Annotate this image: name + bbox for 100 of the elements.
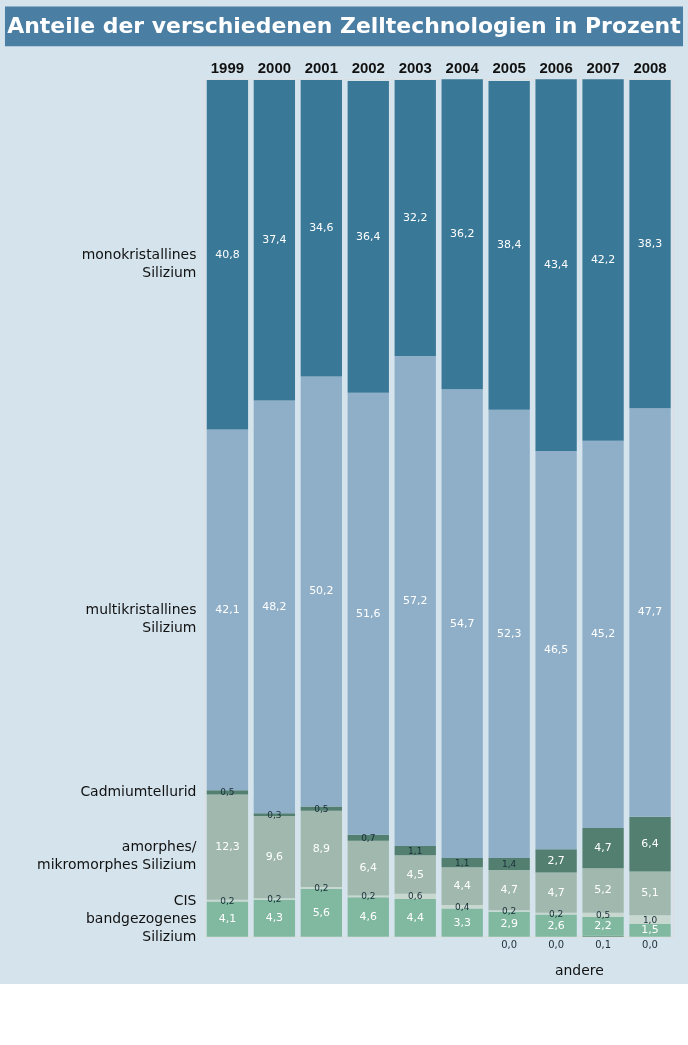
data-label: 43,4 xyxy=(543,258,569,272)
bar xyxy=(253,80,296,401)
data-label: 8,9 xyxy=(312,841,331,855)
data-label: 0,4 xyxy=(455,901,470,912)
data-label: 0,3 xyxy=(267,809,282,820)
data-label: 1,1 xyxy=(408,845,423,856)
data-label: 0,7 xyxy=(361,832,376,843)
data-label: 12,3 xyxy=(215,840,240,854)
data-label: 4,6 xyxy=(359,910,378,923)
data-label: 4,4 xyxy=(453,879,471,893)
data-label: 42,1 xyxy=(215,602,240,616)
data-label: 1,5 xyxy=(641,923,659,937)
x-tick-label: 2007 xyxy=(586,58,620,76)
series-label: amorphes/ mikromorphes Silizium xyxy=(37,838,197,873)
data-label: 0,0 xyxy=(642,938,658,950)
data-label: 5,1 xyxy=(641,886,659,900)
data-label: 1,1 xyxy=(455,857,470,868)
bar xyxy=(394,855,436,894)
x-tick-label: 2000 xyxy=(257,58,291,76)
data-label: 4,7 xyxy=(594,841,612,855)
bar xyxy=(629,923,671,937)
x-tick-label: 2002 xyxy=(351,58,385,76)
data-label: 0,0 xyxy=(548,938,565,950)
data-label: 52,3 xyxy=(496,626,522,640)
bar xyxy=(535,79,577,451)
data-label: 0,6 xyxy=(408,891,423,902)
x-tick-label: 2004 xyxy=(445,58,480,76)
bar xyxy=(206,80,249,430)
bar xyxy=(629,408,671,817)
bar xyxy=(394,80,436,356)
data-label: 4,1 xyxy=(218,912,237,926)
data-label: 0,2 xyxy=(548,908,564,919)
data-label: 38,3 xyxy=(637,237,663,251)
data-label: 1,4 xyxy=(502,858,517,869)
data-label: 42,2 xyxy=(590,252,616,266)
bar xyxy=(582,79,624,441)
data-label: 48,2 xyxy=(262,599,287,613)
series-label: andere xyxy=(554,961,604,978)
data-label: 36,2 xyxy=(450,227,475,241)
data-label: 51,6 xyxy=(356,606,381,620)
data-label: 6,4 xyxy=(641,837,659,851)
data-label: 0,5 xyxy=(595,909,611,920)
data-label: 0,2 xyxy=(361,891,376,902)
chart-title: Anteile der verschiedenen Zelltechnologien in Prozent xyxy=(7,13,681,39)
bar xyxy=(629,816,671,872)
x-tick-label: 2001 xyxy=(304,58,338,76)
data-label: 9,6 xyxy=(265,850,284,864)
data-label: 0,2 xyxy=(314,882,329,893)
bar xyxy=(535,450,577,850)
bar xyxy=(347,80,389,393)
data-label: 6,4 xyxy=(359,861,378,875)
bar xyxy=(582,440,624,828)
data-label: 4,7 xyxy=(500,883,518,897)
bar xyxy=(582,917,624,936)
data-label: 45,2 xyxy=(590,627,616,641)
data-label: 4,5 xyxy=(406,867,424,881)
bar xyxy=(488,409,530,858)
data-label: 36,4 xyxy=(356,229,381,243)
bar xyxy=(206,790,249,795)
data-label: 0,2 xyxy=(267,894,282,905)
data-label: 37,4 xyxy=(262,233,287,247)
bar xyxy=(535,849,577,873)
bar xyxy=(394,355,436,846)
bar xyxy=(629,915,671,924)
data-label: 2,9 xyxy=(500,917,518,931)
data-label: 0,2 xyxy=(220,895,235,906)
data-label: 2,2 xyxy=(594,919,612,933)
data-label: 0,0 xyxy=(501,938,518,950)
bar xyxy=(629,871,671,916)
data-label: 5,6 xyxy=(312,905,331,919)
data-label: 3,3 xyxy=(453,915,471,929)
bar xyxy=(629,80,671,409)
data-label: 0,1 xyxy=(595,938,612,950)
data-label: 5,2 xyxy=(594,883,612,897)
x-tick-label: 2005 xyxy=(492,58,526,76)
series-label: CIS xyxy=(173,891,197,908)
bar xyxy=(441,79,483,390)
bar xyxy=(394,899,436,937)
x-tick-label: 2008 xyxy=(633,58,667,76)
data-label: 4,3 xyxy=(265,911,284,925)
series-label: bandgezogenes Silizium xyxy=(85,910,197,945)
data-label: 47,7 xyxy=(637,605,663,619)
series-label: monokristallines Silizium xyxy=(81,245,197,280)
bar xyxy=(347,392,389,835)
x-tick-label: 2003 xyxy=(398,58,432,76)
data-label: 46,5 xyxy=(543,643,569,657)
bar xyxy=(488,857,530,870)
x-tick-label: 2006 xyxy=(539,58,573,76)
data-label: 40,8 xyxy=(215,247,240,261)
bar xyxy=(582,868,624,913)
data-label: 1,0 xyxy=(642,914,658,925)
x-tick-label: 1999 xyxy=(210,58,245,76)
data-label: 0,2 xyxy=(502,906,517,916)
data-label: 4,7 xyxy=(547,885,565,899)
data-label: 38,4 xyxy=(496,238,522,252)
data-label: 4,4 xyxy=(406,910,424,924)
series-label: Cadmiumtellurid xyxy=(80,783,197,800)
data-label: 54,7 xyxy=(450,616,475,630)
bar xyxy=(488,80,530,410)
data-label: 50,2 xyxy=(309,584,334,598)
